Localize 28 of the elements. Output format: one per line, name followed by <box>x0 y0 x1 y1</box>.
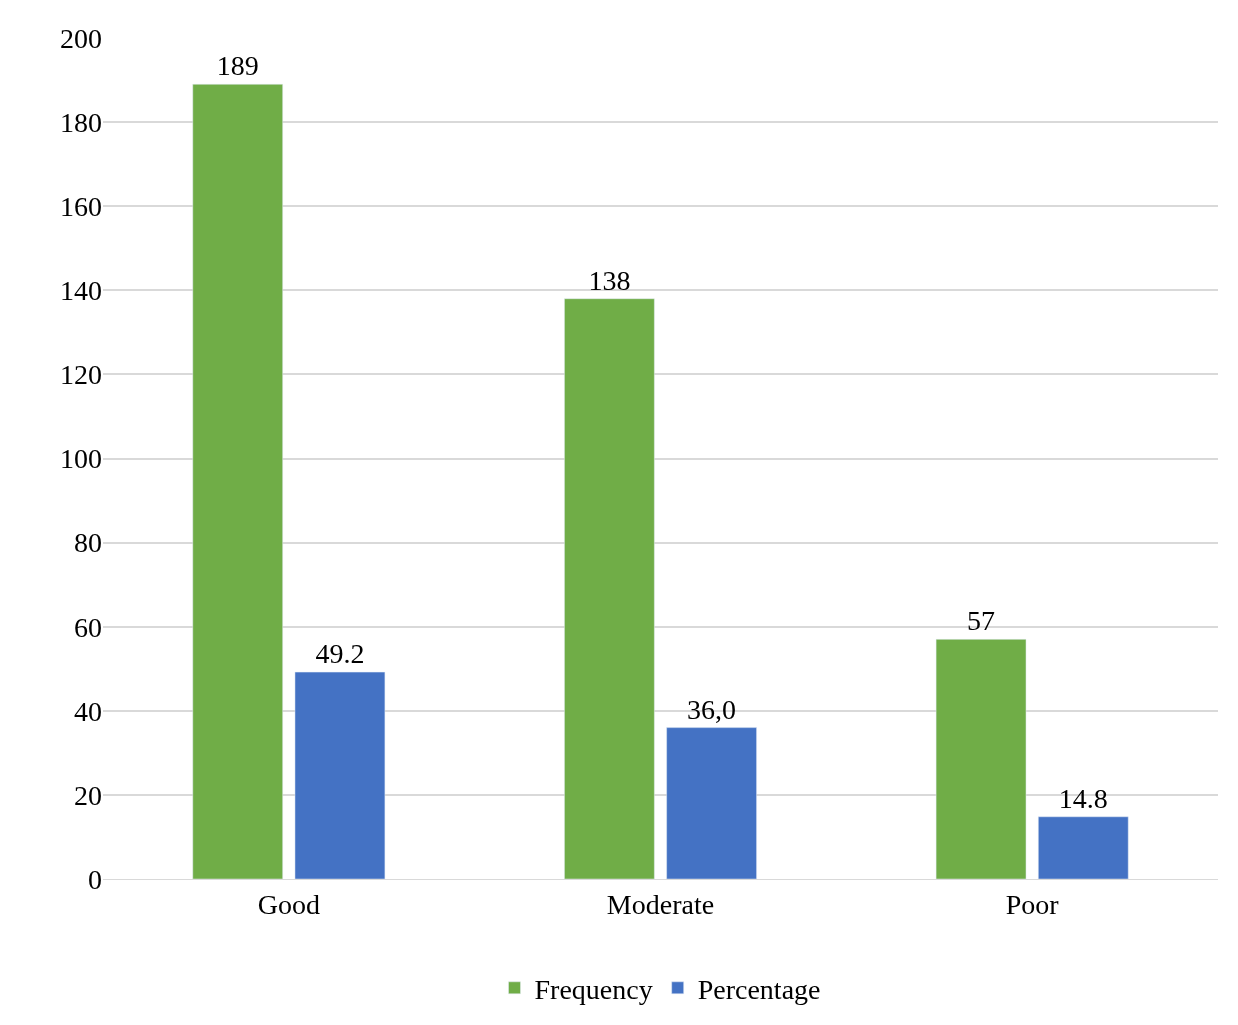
y-tick-label: 0 <box>88 863 102 895</box>
x-tick-label: Poor <box>1005 888 1060 920</box>
y-tick-label: 200 <box>60 22 102 54</box>
y-tick-label: 140 <box>60 275 102 307</box>
bar <box>935 639 1027 879</box>
x-tick-label: Moderate <box>606 888 715 920</box>
y-tick-label: 40 <box>74 695 102 727</box>
bar <box>666 727 757 879</box>
y-tick-label: 60 <box>74 611 102 643</box>
bar <box>192 84 283 879</box>
bar <box>294 671 386 879</box>
legend-label: Frequency <box>534 973 653 1005</box>
data-label: 138 <box>588 264 631 296</box>
data-label: 14.8 <box>1058 782 1108 814</box>
bar <box>564 298 655 879</box>
y-tick-label: 20 <box>74 779 102 811</box>
legend-label: Percentage <box>697 973 821 1005</box>
y-tick-label: 160 <box>60 191 102 222</box>
y-tick-label: 100 <box>60 443 102 475</box>
data-label: 57 <box>967 605 996 637</box>
data-label: 189 <box>216 50 259 82</box>
data-label: 49.2 <box>315 638 365 670</box>
y-tick-label: 80 <box>74 527 102 559</box>
y-tick-label: 180 <box>60 106 102 138</box>
data-label: 36,0 <box>687 693 737 725</box>
bar <box>1038 816 1129 879</box>
y-tick-label: 120 <box>60 359 102 391</box>
x-tick-label: Good <box>257 888 320 920</box>
